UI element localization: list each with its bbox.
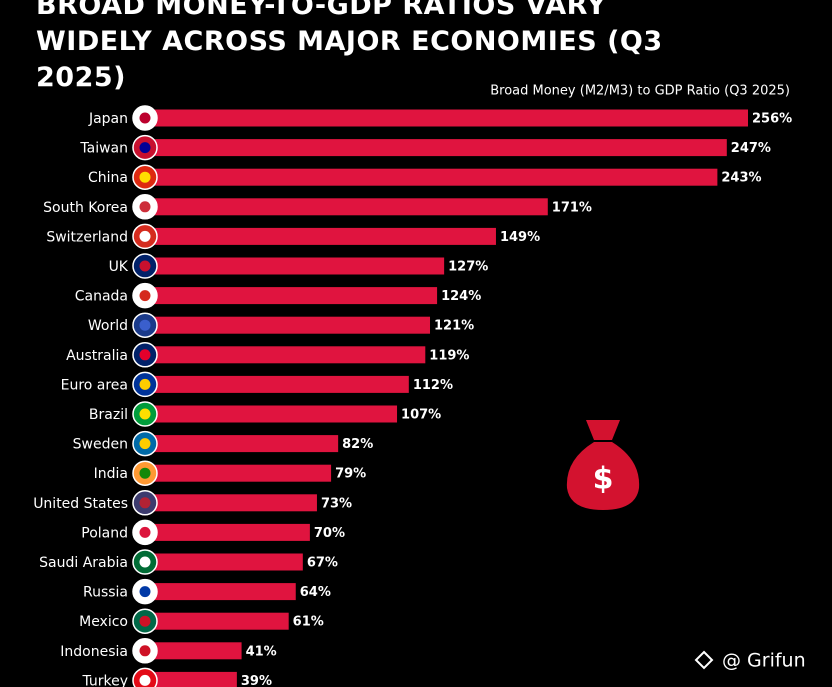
money-bag-icon: $ <box>566 420 640 510</box>
value-label: 41% <box>246 644 277 659</box>
y-tick-label: Turkey <box>81 673 128 687</box>
flag-icon-detail <box>139 290 151 302</box>
bar <box>145 346 426 364</box>
value-label: 70% <box>314 526 345 541</box>
y-tick-label: UK <box>109 259 129 275</box>
y-tick-label: United States <box>33 496 128 512</box>
y-tick-label: Taiwan <box>79 141 128 157</box>
bar <box>145 227 496 245</box>
bar <box>145 523 310 541</box>
flag-icon-detail <box>139 260 151 272</box>
y-tick-label: China <box>88 170 128 186</box>
y-tick-label: South Korea <box>43 200 128 216</box>
bar <box>145 405 398 423</box>
flag-icon-detail <box>139 142 151 154</box>
y-tick-label: Euro area <box>61 377 128 393</box>
flag-icon-detail <box>139 230 151 242</box>
flag-icon-detail <box>139 586 151 598</box>
y-tick-label: Brazil <box>89 407 128 423</box>
y-tick-label: Saudi Arabia <box>39 555 128 571</box>
value-label: 82% <box>342 437 373 452</box>
value-label: 256% <box>752 112 792 127</box>
bar <box>145 257 445 275</box>
bar <box>145 198 548 216</box>
bar <box>145 316 431 334</box>
value-label: 64% <box>300 585 331 600</box>
value-label: 171% <box>552 200 592 215</box>
flag-icon-detail <box>139 319 151 331</box>
value-label: 247% <box>731 141 771 156</box>
y-tick-label: Australia <box>66 348 128 364</box>
y-tick-label: Canada <box>75 289 128 305</box>
chart-title: BROAD MONEY-TO-GDP RATIOS VARY WIDELY AC… <box>36 0 663 93</box>
value-label: 243% <box>721 171 761 186</box>
flag-icon-detail <box>139 467 151 479</box>
y-tick-label: Sweden <box>73 437 128 453</box>
watermark: @ Grifun <box>722 650 806 672</box>
bar <box>145 109 748 127</box>
flag-icon-detail <box>139 526 151 538</box>
y-tick-label: Switzerland <box>46 229 128 245</box>
value-label: 124% <box>441 289 481 304</box>
svg-text:$: $ <box>593 462 614 497</box>
chart-subtitle: Broad Money (M2/M3) to GDP Ratio (Q3 202… <box>490 84 790 99</box>
value-label: 79% <box>335 467 366 482</box>
value-label: 149% <box>500 230 540 245</box>
value-label: 119% <box>429 348 469 363</box>
flag-icon-detail <box>139 171 151 183</box>
y-tick-label: Russia <box>83 585 128 601</box>
bar <box>145 642 242 660</box>
value-label: 61% <box>293 615 324 630</box>
flag-icon-detail <box>139 112 151 124</box>
value-label: 121% <box>434 319 474 334</box>
y-tick-label: India <box>94 466 128 482</box>
flag-icon-detail <box>139 645 151 657</box>
bar <box>145 671 237 687</box>
bar <box>145 375 409 393</box>
y-tick-label: Poland <box>81 525 128 541</box>
value-label: 73% <box>321 496 352 511</box>
y-tick-label: Mexico <box>79 614 128 630</box>
bar <box>145 168 718 186</box>
bar <box>145 553 303 571</box>
value-label: 39% <box>241 674 272 687</box>
bar <box>145 494 317 512</box>
bar <box>145 583 296 601</box>
watermark-icon <box>694 650 714 670</box>
bar <box>145 435 339 453</box>
flag-icon-detail <box>139 674 151 686</box>
bar <box>145 139 727 157</box>
y-tick-label: Japan <box>88 111 128 127</box>
value-label: 67% <box>307 556 338 571</box>
flag-icon-detail <box>139 349 151 361</box>
value-label: 112% <box>413 378 453 393</box>
flag-icon-detail <box>139 378 151 390</box>
flag-icon-detail <box>139 201 151 213</box>
flag-icon-detail <box>139 497 151 509</box>
flag-icon-detail <box>139 615 151 627</box>
value-label: 107% <box>401 408 441 423</box>
flag-icon-detail <box>139 556 151 568</box>
flag-icon-detail <box>139 408 151 420</box>
bar <box>145 612 289 630</box>
flag-icon-detail <box>139 438 151 450</box>
y-tick-label: World <box>88 318 128 334</box>
value-label: 127% <box>448 260 488 275</box>
y-tick-label: Indonesia <box>60 644 128 660</box>
bar <box>145 464 332 482</box>
bar <box>145 287 438 305</box>
